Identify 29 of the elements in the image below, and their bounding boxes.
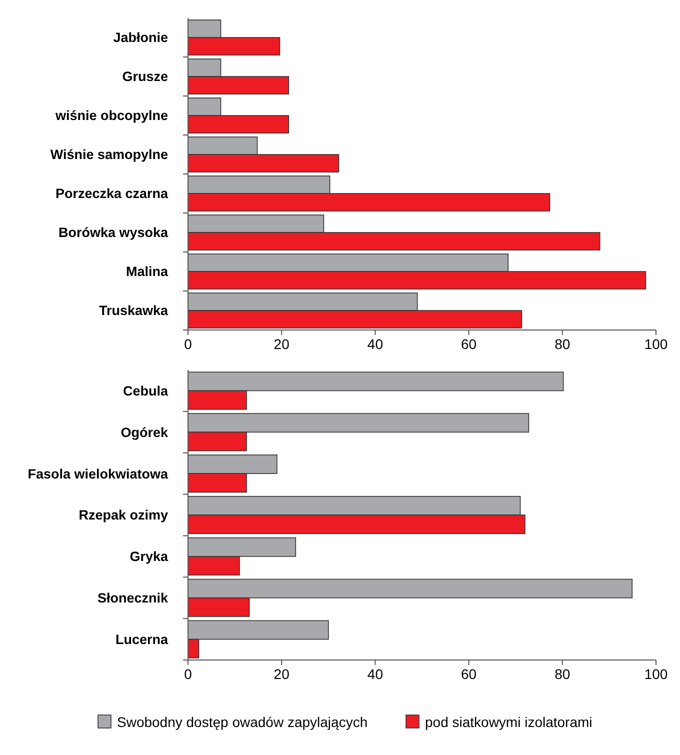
legend-label: Swobodny dostęp owadów zapylających <box>117 714 368 730</box>
legend-label: pod siatkowymi izolatorami <box>425 714 592 730</box>
y-tick-label: Cebula <box>122 383 168 398</box>
y-tick-label: Rzepak ozimy <box>78 508 168 523</box>
y-tick-label: Porzeczka czarna <box>55 186 168 202</box>
x-tick-label: 60 <box>461 666 477 682</box>
x-tick-label: 20 <box>274 666 290 682</box>
y-tick-label: Jabłonie <box>113 30 168 46</box>
x-tick-label: 100 <box>644 336 668 352</box>
y-tick-label: Truskawka <box>98 303 168 318</box>
y-tick-label: Lucerna <box>115 632 168 648</box>
y-tick-label: Fasola wielokwiatowa <box>28 466 168 482</box>
x-tick-label: 20 <box>274 336 290 352</box>
x-tick-label: 40 <box>367 666 384 682</box>
x-tick-label: 100 <box>644 666 668 682</box>
y-tick-label: Grusze <box>122 69 168 84</box>
y-tick-label: Borówka wysoka <box>58 225 168 240</box>
y-tick-label: Słonecznik <box>97 590 168 606</box>
y-tick-label: Wiśnie samopylne <box>50 147 168 162</box>
y-tick-label: Gryka <box>130 549 168 564</box>
y-tick-label: Malina <box>126 264 168 280</box>
x-tick-label: 0 <box>184 666 192 682</box>
y-tick-label: wiśnie obcopylne <box>54 108 168 124</box>
x-tick-label: 60 <box>461 336 477 352</box>
x-tick-label: 80 <box>554 336 570 352</box>
x-tick-label: 0 <box>184 336 192 352</box>
x-tick-label: 40 <box>367 336 384 352</box>
y-tick-label: Ogórek <box>120 424 168 440</box>
x-tick-label: 80 <box>554 666 570 682</box>
